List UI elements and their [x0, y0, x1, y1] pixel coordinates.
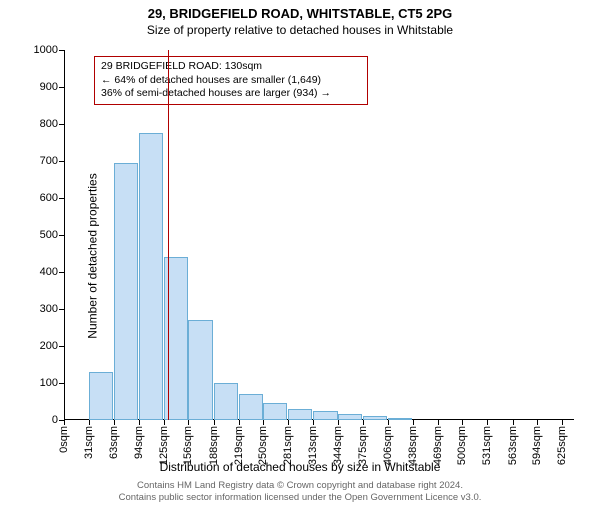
x-tick-mark: [462, 420, 463, 425]
x-tick-mark: [263, 420, 264, 425]
x-tick-label: 0sqm: [58, 426, 70, 453]
x-tick-mark: [139, 420, 140, 425]
histogram-bar: [288, 409, 312, 420]
annotation-line-3: 36% of semi-detached houses are larger (…: [101, 87, 361, 101]
x-tick-mark: [288, 420, 289, 425]
histogram-bar: [388, 418, 412, 420]
y-tick-label: 700: [40, 155, 58, 167]
x-tick-mark: [89, 420, 90, 425]
x-tick-label: 63sqm: [108, 426, 120, 459]
x-tick-mark: [562, 420, 563, 425]
x-tick-mark: [164, 420, 165, 425]
histogram-bar: [239, 394, 263, 420]
histogram-bar: [188, 320, 212, 420]
property-marker-line: [168, 50, 169, 420]
x-tick-mark: [487, 420, 488, 425]
y-tick-label: 900: [40, 81, 58, 93]
histogram-bar: [338, 414, 362, 420]
y-tick-label: 1000: [34, 44, 58, 56]
y-tick-mark: [59, 124, 64, 125]
x-tick-mark: [64, 420, 65, 425]
x-axis-label: Distribution of detached houses by size …: [0, 460, 600, 474]
y-tick-mark: [59, 198, 64, 199]
y-tick-label: 200: [40, 340, 58, 352]
x-tick-mark: [388, 420, 389, 425]
histogram-bar: [313, 411, 337, 420]
annotation-box: 29 BRIDGEFIELD ROAD: 130sqm ← 64% of det…: [94, 56, 368, 105]
x-tick-mark: [363, 420, 364, 425]
histogram-bar: [139, 133, 163, 420]
footer-line-2: Contains public sector information licen…: [0, 492, 600, 504]
histogram-plot: 29 BRIDGEFIELD ROAD: 130sqm ← 64% of det…: [64, 50, 574, 420]
x-tick-mark: [114, 420, 115, 425]
x-tick-mark: [537, 420, 538, 425]
y-tick-mark: [59, 383, 64, 384]
y-tick-label: 100: [40, 377, 58, 389]
y-tick-mark: [59, 235, 64, 236]
histogram-bar: [263, 403, 287, 420]
y-tick-label: 600: [40, 192, 58, 204]
y-tick-mark: [59, 87, 64, 88]
y-tick-mark: [59, 272, 64, 273]
page-subtitle: Size of property relative to detached ho…: [0, 23, 600, 37]
y-tick-label: 0: [52, 414, 58, 426]
histogram-bar: [363, 416, 387, 420]
annotation-line-1: 29 BRIDGEFIELD ROAD: 130sqm: [101, 60, 361, 74]
y-tick-label: 400: [40, 266, 58, 278]
histogram-bar: [114, 163, 138, 420]
y-axis-line: [64, 50, 65, 420]
footer-attribution: Contains HM Land Registry data © Crown c…: [0, 480, 600, 504]
annotation-line-2: ← 64% of detached houses are smaller (1,…: [101, 74, 361, 88]
y-tick-label: 300: [40, 303, 58, 315]
y-tick-label: 800: [40, 118, 58, 130]
x-tick-mark: [188, 420, 189, 425]
y-tick-mark: [59, 161, 64, 162]
x-tick-mark: [438, 420, 439, 425]
y-tick-label: 500: [40, 229, 58, 241]
footer-line-1: Contains HM Land Registry data © Crown c…: [0, 480, 600, 492]
x-tick-mark: [313, 420, 314, 425]
x-tick-mark: [214, 420, 215, 425]
page-title-address: 29, BRIDGEFIELD ROAD, WHITSTABLE, CT5 2P…: [0, 6, 600, 21]
histogram-bar: [214, 383, 238, 420]
x-tick-label: 31sqm: [83, 426, 95, 459]
y-tick-mark: [59, 309, 64, 310]
x-tick-mark: [413, 420, 414, 425]
histogram-bar: [89, 372, 113, 420]
y-tick-mark: [59, 50, 64, 51]
x-tick-label: 94sqm: [133, 426, 145, 459]
x-tick-mark: [239, 420, 240, 425]
x-tick-mark: [513, 420, 514, 425]
x-tick-mark: [338, 420, 339, 425]
y-tick-mark: [59, 346, 64, 347]
